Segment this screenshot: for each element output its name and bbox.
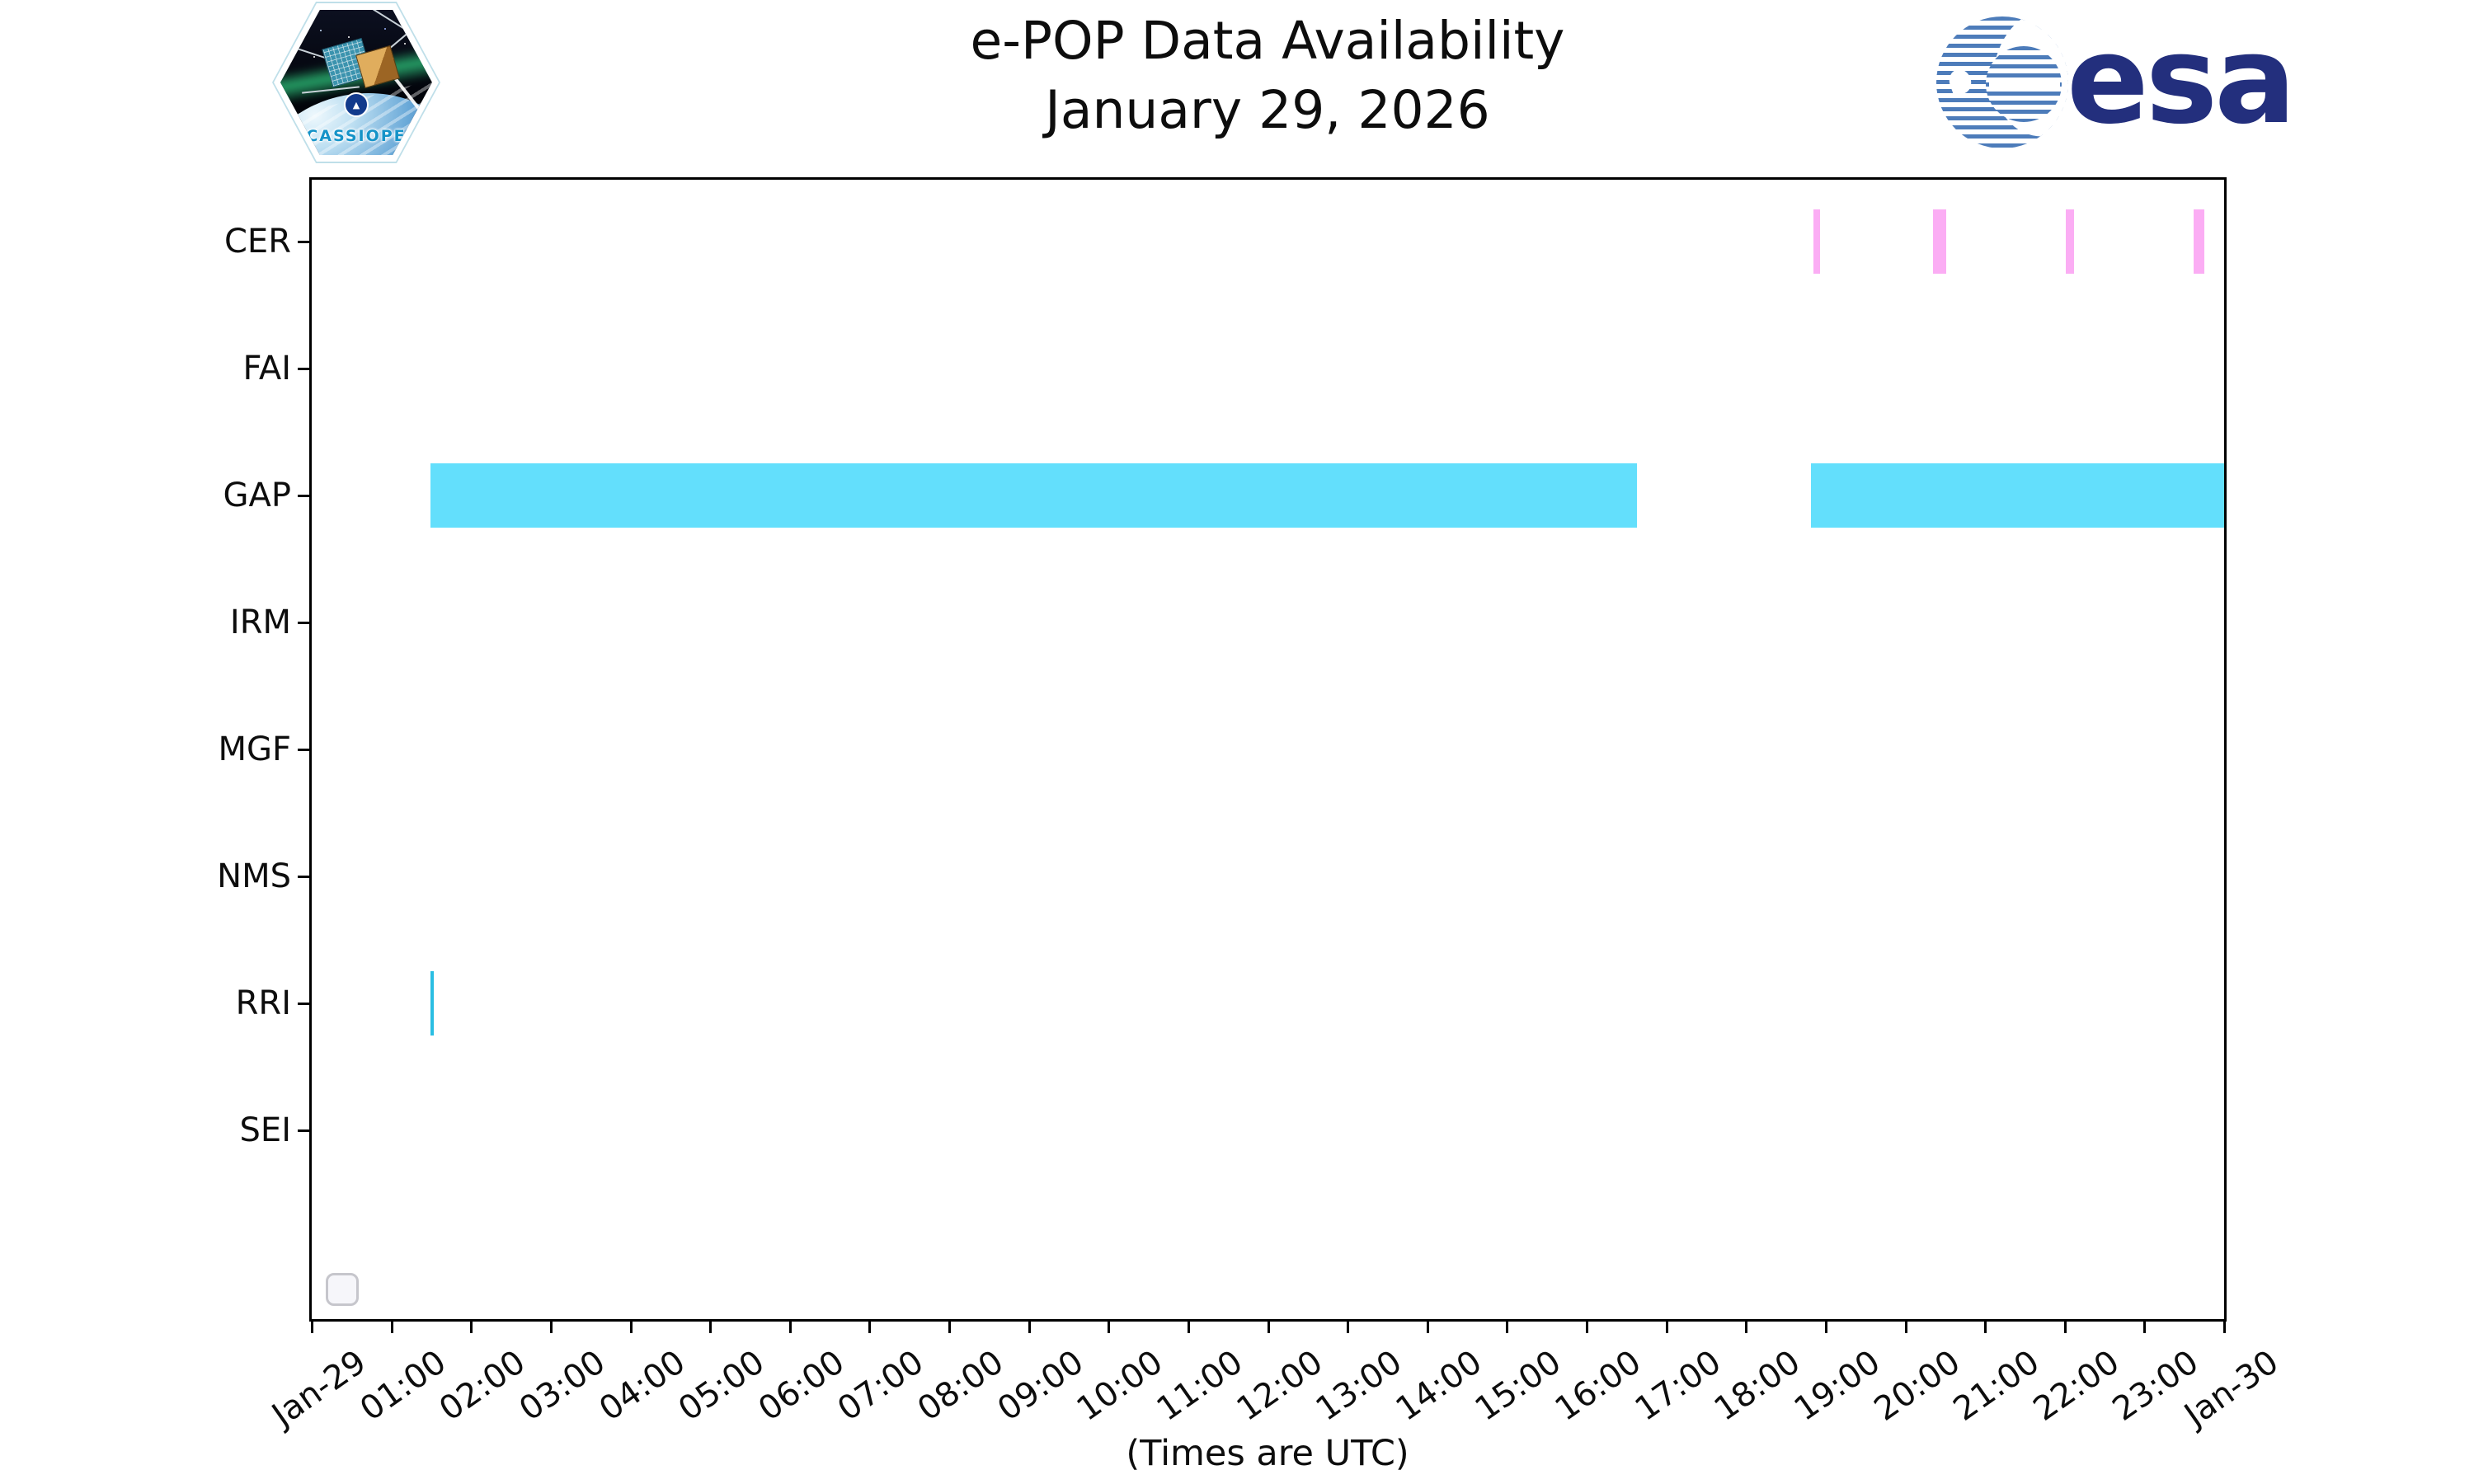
x-tick-11:00 [1187, 1322, 1190, 1333]
y-tick-NMS [298, 876, 309, 878]
x-tick-08:00 [948, 1322, 951, 1333]
x-axis-caption: (Times are UTC) [1126, 1433, 1409, 1474]
x-tick-02:00 [470, 1322, 473, 1333]
y-tick-label-IRM: IRM [229, 603, 291, 641]
x-tick-03:00 [549, 1322, 553, 1333]
availability-bar-CER [1813, 209, 1821, 274]
y-tick-label-GAP: GAP [223, 477, 291, 514]
x-tick-Jan-29 [311, 1322, 313, 1333]
cassiope-hexagon-border: ▲ CASSIOPE [274, 3, 439, 162]
x-tick-17:00 [1665, 1322, 1668, 1333]
y-tick-label-MGF: MGF [218, 730, 291, 768]
chart-title-block: e-POP Data Availability January 29, 2026 [971, 7, 1565, 145]
y-tick-CER [298, 241, 309, 243]
legend-placeholder [326, 1273, 359, 1306]
availability-bar-CER [1933, 209, 1946, 274]
cassiope-label: CASSIOPE [306, 127, 407, 145]
esa-globe-icon [1936, 16, 2068, 148]
y-tick-MGF [298, 749, 309, 751]
x-tick-06:00 [788, 1322, 792, 1333]
x-tick-20:00 [1904, 1322, 1907, 1333]
y-tick-RRI [298, 1003, 309, 1005]
x-tick-22:00 [2063, 1322, 2067, 1333]
x-tick-18:00 [1745, 1322, 1748, 1333]
y-tick-IRM [298, 622, 309, 624]
x-tick-13:00 [1347, 1322, 1350, 1333]
x-tick-15:00 [1506, 1322, 1509, 1333]
y-tick-SEI [298, 1129, 309, 1132]
y-tick-label-FAI: FAI [242, 350, 292, 387]
availability-bar-CER [2065, 209, 2075, 274]
x-tick-Jan-30 [2223, 1322, 2226, 1333]
x-tick-09:00 [1028, 1322, 1031, 1333]
availability-bar-RRI [430, 971, 434, 1036]
x-tick-12:00 [1267, 1322, 1270, 1333]
y-tick-FAI [298, 368, 309, 370]
cassiope-mission-patch: ▲ CASSIOPE [272, 2, 440, 163]
x-tick-21:00 [1984, 1322, 1987, 1333]
x-tick-19:00 [1824, 1322, 1827, 1333]
x-tick-16:00 [1586, 1322, 1588, 1333]
availability-bar-CER [2194, 209, 2204, 274]
plot-area [309, 177, 2227, 1322]
cassiope-hexagon-rim: ▲ CASSIOPE [272, 2, 440, 163]
csa-badge-icon: ▲ [344, 92, 369, 117]
chart-subtitle: January 29, 2026 [1045, 79, 1490, 140]
x-tick-23:00 [2143, 1322, 2147, 1333]
y-tick-label-RRI: RRI [235, 984, 291, 1022]
y-tick-label-CER: CER [224, 223, 291, 261]
x-tick-05:00 [709, 1322, 713, 1333]
y-tick-GAP [298, 495, 309, 497]
esa-wordmark: esa [2067, 10, 2296, 151]
stars-icon [305, 25, 307, 26]
x-tick-07:00 [868, 1322, 872, 1333]
cassiope-patch-scene: ▲ CASSIOPE [280, 10, 432, 155]
chart-title: e-POP Data Availability [970, 11, 1565, 71]
y-tick-label-NMS: NMS [217, 857, 291, 895]
y-tick-label-SEI: SEI [239, 1111, 291, 1149]
x-tick-04:00 [629, 1322, 633, 1333]
x-tick-14:00 [1426, 1322, 1429, 1333]
availability-bar-GAP [1811, 463, 2224, 528]
esa-globe-e-bar [1989, 79, 2060, 90]
availability-bar-GAP [430, 463, 1637, 528]
x-tick-01:00 [390, 1322, 393, 1333]
x-tick-10:00 [1108, 1322, 1111, 1333]
esa-globe-star [1945, 66, 1975, 97]
